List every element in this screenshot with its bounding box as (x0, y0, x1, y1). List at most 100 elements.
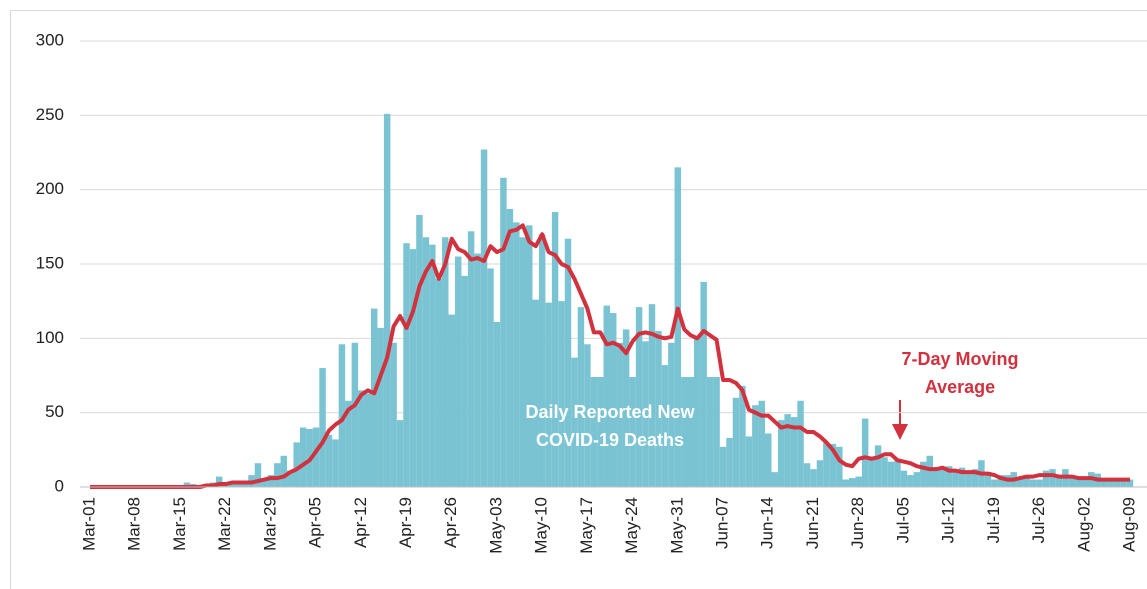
bar (183, 482, 191, 487)
x-tick-label: Jun-28 (848, 497, 867, 549)
bar (655, 330, 662, 487)
bar (984, 472, 992, 487)
x-tick-label: May-17 (577, 497, 596, 554)
bar (732, 397, 740, 487)
bar (610, 313, 617, 487)
bar (1042, 470, 1050, 487)
bar (797, 400, 804, 487)
x-tick-label: May-10 (532, 497, 551, 554)
bar (616, 342, 623, 487)
bar (590, 376, 598, 487)
bar (745, 436, 753, 487)
bar (338, 344, 346, 487)
bar (1055, 476, 1063, 487)
bar (810, 469, 817, 487)
bar (215, 476, 223, 487)
bar (874, 445, 882, 487)
bar (790, 417, 798, 487)
y-tick-label: 300 (36, 30, 64, 49)
bar (390, 342, 397, 487)
bar (584, 344, 591, 487)
bar (861, 418, 869, 487)
bar (739, 385, 746, 487)
bar (319, 368, 326, 487)
bar (765, 433, 772, 487)
bar (461, 275, 468, 487)
y-tick-label: 100 (36, 328, 64, 347)
bar (538, 234, 546, 487)
x-tick-label: Mar-01 (79, 497, 98, 551)
x-tick-label: Jun-14 (758, 497, 777, 549)
bar (1016, 476, 1024, 487)
bar (758, 400, 766, 487)
bar (274, 463, 281, 487)
x-tick-label: Apr-26 (441, 497, 460, 548)
x-tick-label: Mar-22 (215, 497, 234, 551)
bar (435, 278, 443, 487)
bar (635, 307, 643, 487)
x-tick-label: Apr-05 (306, 497, 325, 548)
bar (920, 461, 927, 487)
bar (287, 470, 294, 487)
bar (254, 463, 262, 487)
bar (577, 307, 585, 487)
bar (939, 469, 946, 487)
bar (887, 461, 895, 487)
bar (228, 484, 236, 487)
bar (409, 249, 417, 487)
x-tick-label: Jul-26 (1029, 497, 1048, 543)
bar (777, 420, 785, 487)
bar (1029, 479, 1037, 487)
bar (454, 256, 462, 487)
bar (267, 475, 275, 487)
bar (829, 443, 837, 487)
x-tick-label: Jun-21 (803, 497, 822, 549)
bar (681, 376, 688, 487)
bar (312, 427, 320, 487)
bar (500, 177, 507, 488)
bar (480, 149, 488, 487)
bar (293, 442, 300, 487)
bar (926, 455, 933, 487)
x-tick-label: May-31 (667, 497, 686, 554)
bar (345, 400, 352, 487)
x-tick-label: Mar-29 (260, 497, 279, 551)
bar (1023, 478, 1030, 487)
bar (325, 434, 333, 487)
bar (597, 376, 604, 487)
bar (894, 460, 901, 487)
bar (661, 365, 669, 487)
x-tick-label: Jul-19 (984, 497, 1003, 543)
bar (945, 466, 953, 487)
bar (532, 299, 539, 487)
bar (474, 253, 481, 487)
bar (693, 336, 701, 487)
x-tick-label: Mar-15 (170, 497, 189, 551)
bar (519, 237, 527, 487)
bar (1081, 478, 1089, 487)
bar (396, 420, 404, 487)
y-tick-label: 150 (36, 253, 64, 272)
bar (719, 446, 727, 487)
bar (1107, 478, 1114, 487)
bar (648, 304, 656, 487)
bar (752, 405, 759, 487)
bar (706, 376, 714, 487)
bar (545, 302, 552, 487)
bar (642, 341, 649, 487)
moving-average-line (90, 223, 1130, 489)
bar (900, 470, 908, 487)
bar (403, 243, 410, 487)
x-tick-label: Aug-02 (1074, 497, 1093, 552)
bar (383, 113, 391, 487)
bar (513, 222, 520, 487)
y-tick-label: 0 (55, 476, 64, 495)
bar (526, 225, 533, 487)
bar (422, 237, 430, 487)
bar (551, 211, 559, 487)
bar (952, 472, 959, 487)
bar (836, 446, 843, 487)
bar (881, 457, 888, 487)
x-tick-label: May-24 (622, 497, 641, 554)
